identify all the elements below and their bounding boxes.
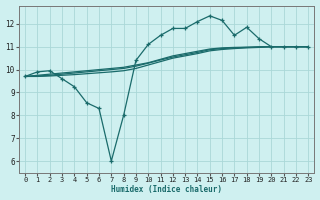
X-axis label: Humidex (Indice chaleur): Humidex (Indice chaleur) — [111, 185, 222, 194]
